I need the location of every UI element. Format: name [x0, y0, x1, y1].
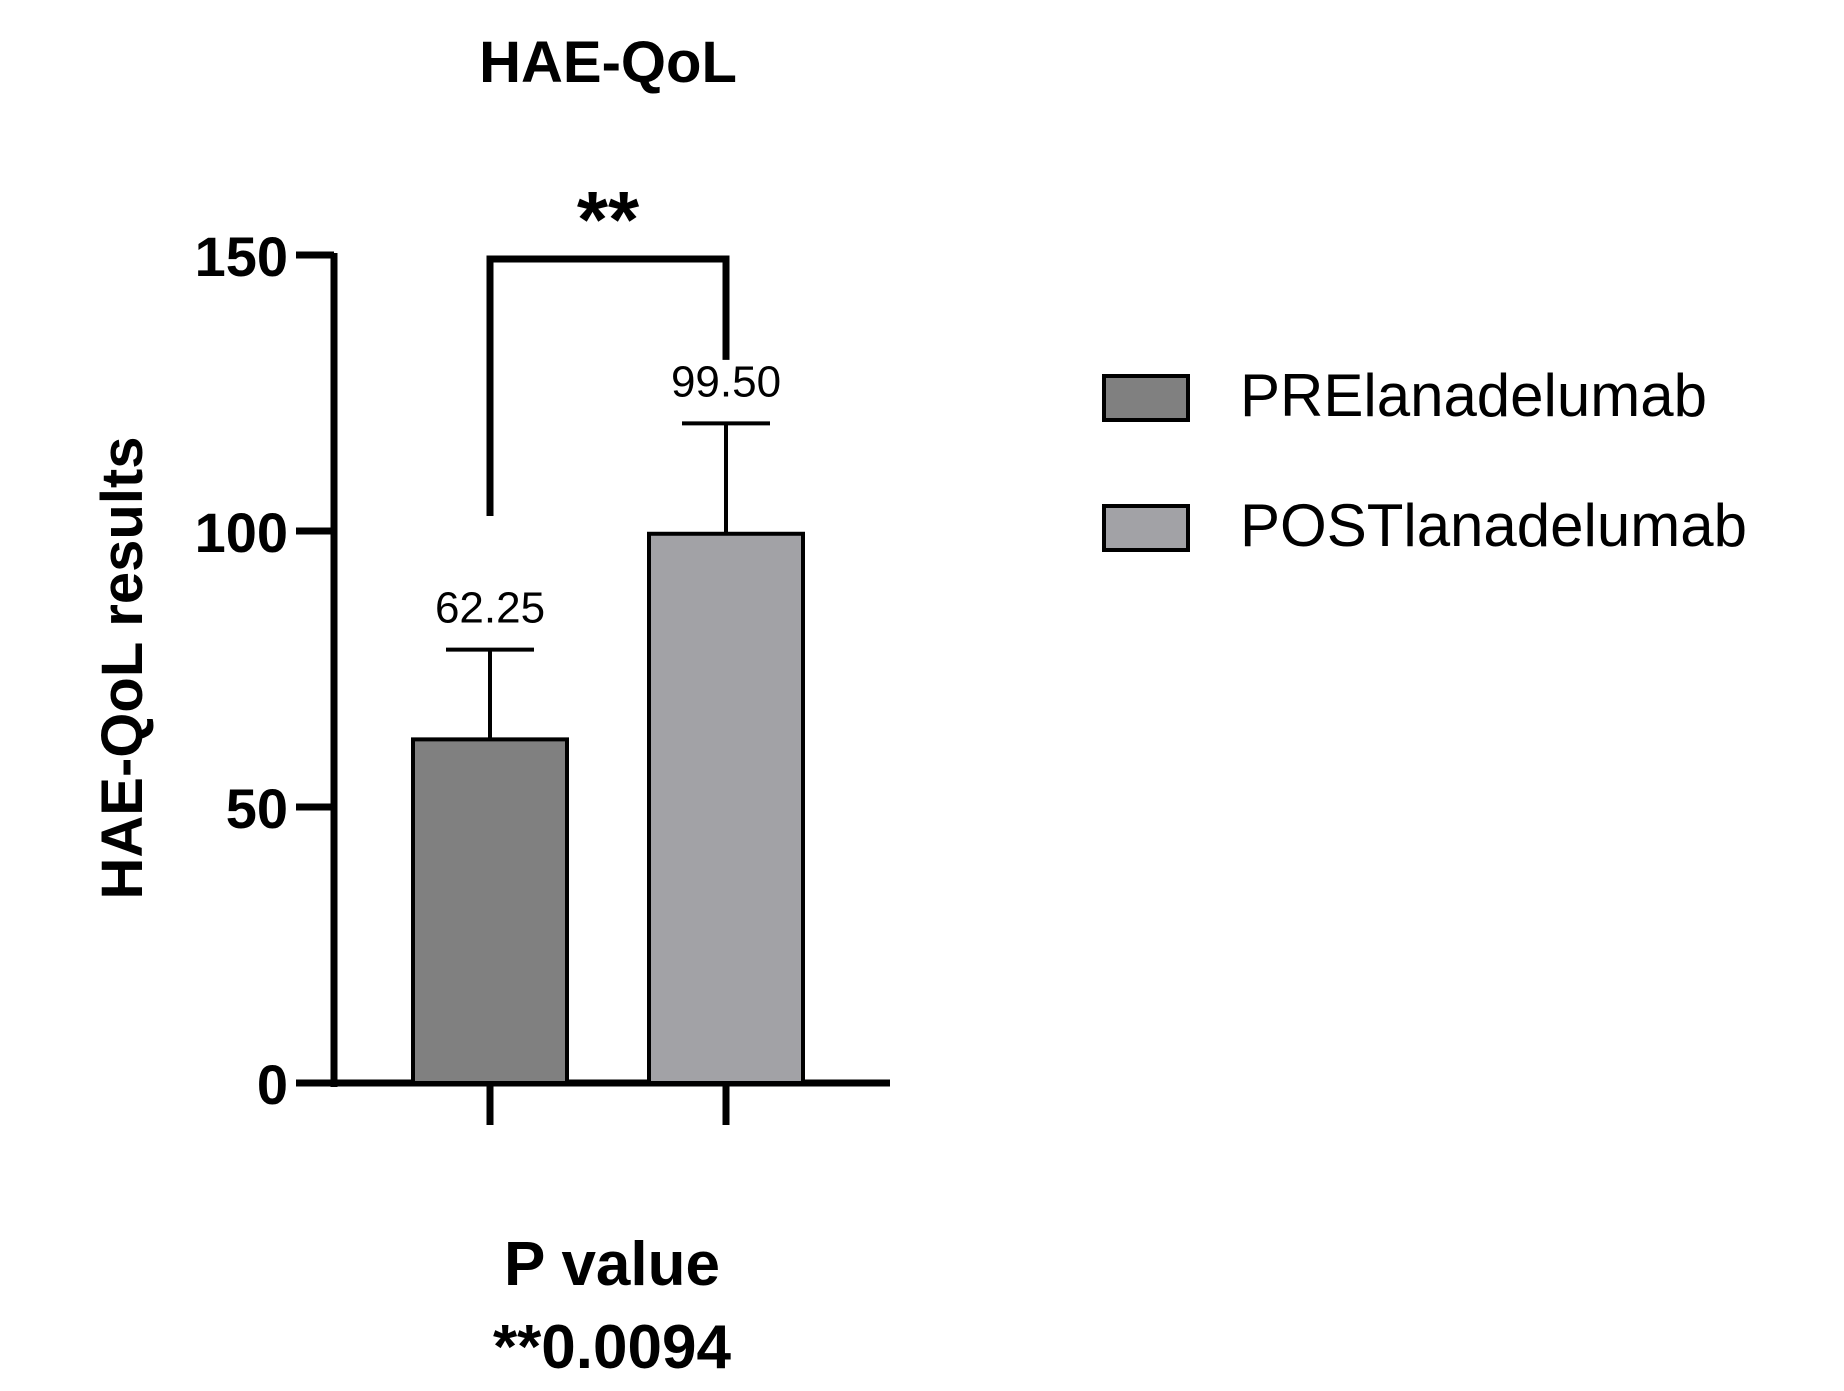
y-tick-label: 150: [195, 225, 288, 288]
x-axis-ticks: [486, 1083, 730, 1125]
significance-label: **: [577, 175, 640, 264]
y-tick-label: 100: [195, 501, 288, 564]
value-label: 99.50: [671, 357, 781, 406]
significance-bracket: [486, 255, 730, 516]
p-value-label: P value: [504, 1230, 720, 1299]
legend: PRElanadelumab POSTlanadelumab: [1102, 362, 1747, 559]
bars-group: [411, 531, 805, 1085]
y-tick-label: 50: [226, 777, 288, 840]
p-value-number: **0.0094: [493, 1313, 731, 1382]
value-label: 62.25: [435, 584, 545, 633]
legend-swatch: [1102, 504, 1190, 552]
legend-label: POSTlanadelumab: [1240, 492, 1747, 559]
chart-title: HAE-QoL: [479, 30, 737, 95]
error-bars-group: [446, 421, 770, 740]
legend-label: PRElanadelumab: [1240, 362, 1707, 429]
y-axis-ticks: 0 50 100 150: [195, 225, 334, 1116]
bar: [647, 531, 805, 1085]
value-labels-group: 62.25 99.50: [435, 357, 781, 632]
y-axis-label: HAE-QoL results: [90, 436, 155, 899]
bar: [411, 737, 569, 1085]
y-tick-label: 0: [257, 1053, 288, 1116]
legend-swatch: [1102, 374, 1190, 422]
